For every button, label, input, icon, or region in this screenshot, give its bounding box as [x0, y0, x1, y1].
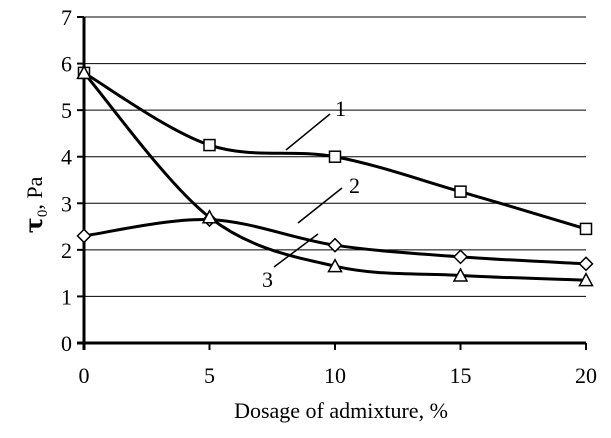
x-tick-label-15: 15 — [450, 363, 472, 388]
series-1-point-4 — [579, 222, 593, 236]
annotation-leader-2 — [297, 187, 343, 224]
y-axis-label: τ0, Pa — [19, 176, 51, 233]
y-axis-label-unit: , Pa — [22, 176, 47, 209]
y-tick-label-5: 5 — [61, 98, 72, 123]
y-axis-label-symbol: τ — [19, 217, 48, 233]
series-3-point-0 — [76, 64, 92, 80]
series-3-point-1 — [201, 209, 218, 224]
series-1-point-3 — [454, 185, 467, 198]
axes — [77, 16, 587, 350]
series-2-point-2 — [327, 237, 343, 253]
series-3-point-2 — [327, 258, 343, 273]
series-annotations: 1 2 3 — [262, 96, 360, 292]
x-tick-labels: 0 5 10 15 20 — [79, 363, 598, 388]
annotation-label-1: 1 — [335, 96, 346, 121]
y-tick-label-1: 1 — [61, 284, 72, 309]
x-tick-label-0: 0 — [79, 363, 90, 388]
x-tick-label-10: 10 — [324, 363, 346, 388]
annotation-label-2: 2 — [349, 173, 360, 198]
series-1-point-2 — [328, 150, 342, 163]
gridlines — [84, 16, 586, 297]
y-tick-label-4: 4 — [61, 145, 72, 170]
annotation-leader-1 — [285, 113, 331, 151]
x-tick-label-20: 20 — [575, 363, 597, 388]
series-2-point-4 — [578, 256, 594, 272]
x-axis-label: Dosage of admixture, % — [234, 398, 448, 423]
annotation-leader-3 — [273, 233, 319, 268]
series-group — [76, 64, 594, 287]
y-tick-label-7: 7 — [61, 5, 72, 30]
series-3-point-4 — [578, 272, 594, 287]
y-tick-label-3: 3 — [61, 191, 72, 216]
y-tick-labels: 0 1 2 3 4 5 6 7 — [61, 5, 72, 356]
y-tick-label-2: 2 — [61, 238, 72, 263]
series-3-point-3 — [452, 267, 469, 282]
annotation-label-3: 3 — [262, 267, 273, 292]
series-2-point-0 — [76, 228, 92, 244]
y-tick-label-0: 0 — [61, 331, 72, 356]
y-tick-label-6: 6 — [61, 52, 72, 77]
y-axis-label-subscript: 0 — [35, 210, 51, 218]
x-tick-label-5: 5 — [204, 363, 215, 388]
series-1-point-1 — [203, 138, 216, 152]
series-2-point-3 — [452, 249, 469, 265]
